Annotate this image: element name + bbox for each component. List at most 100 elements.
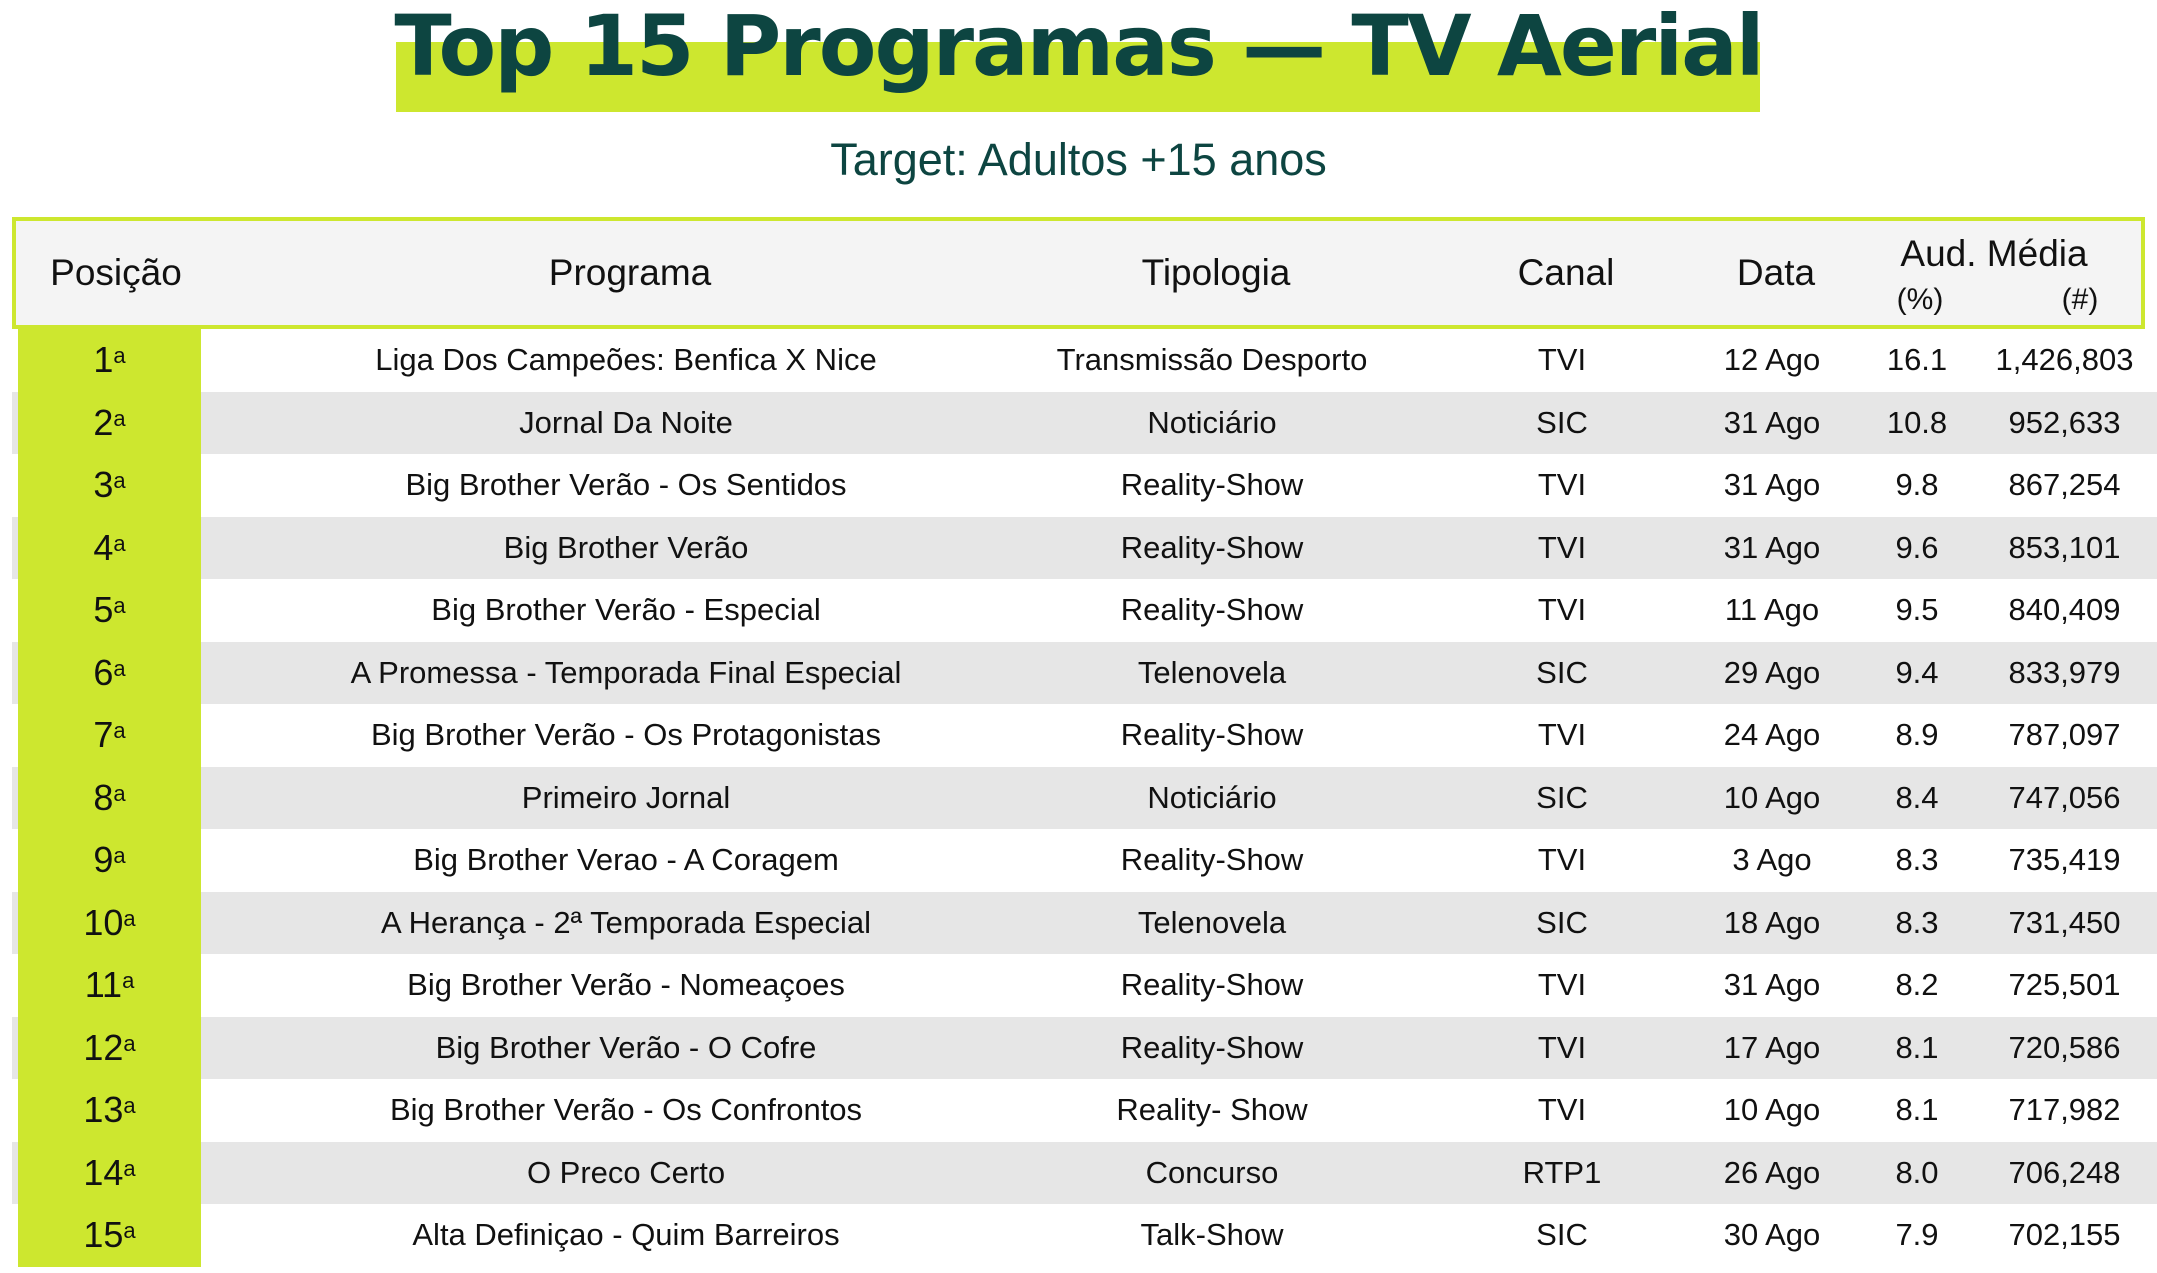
table-row: 9 a Big Brother Verao - A Coragem Reality-S… — [12, 829, 2157, 892]
rank-ordinal: a — [113, 718, 126, 744]
table-row: 15 a Alta Definiçao - Quim Barreiros Talk-S… — [12, 1204, 2157, 1267]
canal-cell: SIC — [1536, 779, 1588, 815]
table-row: 5 a Big Brother Verão - Especial Reality-Sh… — [12, 579, 2157, 642]
aud-num-cell: 717,982 — [2008, 1092, 2121, 1128]
data-cell: 24 Ago — [1723, 717, 1821, 753]
tipologia-cell: Reality-Show — [1120, 717, 1304, 753]
rank-number: 15 — [83, 1214, 124, 1256]
rank-ordinal: a — [123, 1093, 136, 1119]
title-highlight-bar — [396, 42, 1760, 112]
header-aud-num: (#) — [2061, 283, 2099, 316]
aud-pct-cell: 8.0 — [1895, 1154, 1939, 1190]
aud-num-cell: 706,248 — [2008, 1154, 2121, 1190]
aud-num-cell: 833,979 — [2008, 654, 2121, 690]
aud-pct-cell: 9.8 — [1895, 467, 1939, 503]
table-row: 7 a Big Brother Verão - Os Protagonistas Re… — [12, 704, 2157, 767]
aud-num-cell: 840,409 — [2008, 592, 2121, 628]
programa-cell: Big Brother Verão - Especial — [431, 592, 821, 628]
tipologia-cell: Noticiário — [1147, 779, 1277, 815]
table-row: 11 a Big Brother Verão - Nomeaçoes Reality-… — [12, 954, 2157, 1017]
canal-cell: TVI — [1537, 842, 1587, 878]
programa-cell: Big Brother Verão - Os Confrontos — [389, 1092, 863, 1128]
table-row: 12 a Big Brother Verão - O Cofre Reality-Sh… — [12, 1016, 2157, 1079]
table-row: 3 a Big Brother Verão - Os Sentidos Reality… — [12, 454, 2157, 517]
aud-num-cell: 702,155 — [2008, 1217, 2121, 1253]
canal-cell: SIC — [1536, 404, 1588, 440]
rank-number: 4 — [93, 526, 114, 568]
header-posicao: Posição — [50, 252, 182, 293]
page-title: Top 15 Programas — TV Aerial — [394, 0, 1764, 95]
table-row: 14 a O Preco Certo Concurso RTP1 26 Ago 8.0 706… — [12, 1141, 2157, 1204]
tipologia-cell: Reality-Show — [1120, 967, 1304, 1003]
programa-cell: Primeiro Jornal — [521, 779, 731, 815]
tipologia-cell: Reality-Show — [1120, 842, 1304, 878]
data-cell: 10 Ago — [1723, 1092, 1821, 1128]
aud-num-cell: 1,426,803 — [1995, 342, 2134, 378]
header-aud-pct: (%) — [1896, 283, 1944, 316]
rank-cell: 13 a — [18, 1079, 201, 1142]
programa-cell: A Herança - 2ª Temporada Especial — [381, 904, 871, 940]
canal-cell: TVI — [1537, 717, 1587, 753]
rank-cell: 12 a — [18, 1016, 201, 1079]
tipologia-cell: Reality-Show — [1120, 467, 1304, 503]
data-cell: 31 Ago — [1723, 967, 1821, 1003]
programa-cell: Big Brother Verão - Nomeaçoes — [407, 967, 845, 1003]
aud-pct-cell: 8.9 — [1895, 717, 1939, 753]
programa-cell: Big Brother Verão — [503, 529, 749, 565]
header-programa: Programa — [548, 252, 712, 293]
rank-ordinal: a — [113, 655, 126, 681]
page-subtitle: Target: Adultos +15 anos — [830, 134, 1327, 185]
rank-cell: 11 a — [18, 954, 201, 1017]
aud-pct-cell: 7.9 — [1895, 1217, 1939, 1253]
rank-ordinal: a — [113, 593, 126, 619]
data-cell: 29 Ago — [1723, 654, 1821, 690]
header-data: Data — [1736, 252, 1816, 293]
canal-cell: TVI — [1537, 529, 1587, 565]
programa-cell: Big Brother Verão - O Cofre — [435, 1029, 817, 1065]
canal-cell: TVI — [1537, 342, 1587, 378]
table-row: 10 a A Herança - 2ª Temporada Especial Tele… — [12, 891, 2157, 954]
canal-cell: SIC — [1536, 654, 1588, 690]
rank-number: 13 — [83, 1089, 124, 1131]
programa-cell: Liga Dos Campeões: Benfica X Nice — [375, 342, 877, 378]
aud-pct-cell: 8.2 — [1895, 967, 1939, 1003]
rank-ordinal: a — [113, 843, 126, 869]
rank-ordinal: a — [123, 905, 136, 931]
rank-number: 11 — [84, 964, 123, 1006]
aud-num-cell: 720,586 — [2008, 1029, 2121, 1065]
canal-cell: TVI — [1537, 467, 1587, 503]
aud-pct-cell: 8.4 — [1895, 779, 1939, 815]
rank-number: 2 — [93, 401, 114, 443]
ranking-table: Posição Programa Tipologia Canal Data Au… — [12, 217, 2157, 1267]
rank-cell: 14 a — [18, 1141, 201, 1204]
aud-num-cell: 725,501 — [2008, 967, 2121, 1003]
rank-number: 8 — [93, 776, 114, 818]
tipologia-cell: Noticiário — [1147, 404, 1277, 440]
tipologia-cell: Telenovela — [1137, 904, 1287, 940]
data-cell: 11 Ago — [1724, 592, 1820, 628]
programa-cell: Big Brother Verão - Os Sentidos — [405, 467, 847, 503]
aud-num-cell: 952,633 — [2008, 404, 2121, 440]
header-aud-media: Aud. Média — [1900, 233, 2088, 274]
data-cell: 3 Ago — [1732, 842, 1812, 878]
tipologia-cell: Concurso — [1145, 1154, 1279, 1190]
rank-number: 3 — [93, 464, 114, 506]
data-cell: 31 Ago — [1723, 529, 1821, 565]
tipologia-cell: Transmissão Desporto — [1056, 342, 1368, 378]
tipologia-cell: Reality- Show — [1116, 1092, 1308, 1128]
aud-pct-cell: 8.1 — [1895, 1029, 1939, 1065]
rank-ordinal: a — [113, 405, 126, 431]
table-row: 2 a Jornal Da Noite Noticiário SIC 31 Ago 10.8… — [12, 391, 2157, 454]
aud-num-cell: 853,101 — [2008, 529, 2121, 565]
programa-cell: Big Brother Verão - Os Protagonistas — [370, 717, 882, 753]
tipologia-cell: Telenovela — [1137, 654, 1287, 690]
rank-number: 9 — [93, 839, 114, 881]
rank-number: 12 — [83, 1026, 124, 1068]
header-tipologia: Tipologia — [1141, 252, 1291, 293]
programa-cell: Jornal Da Noite — [519, 404, 733, 440]
aud-pct-cell: 8.3 — [1895, 904, 1939, 940]
